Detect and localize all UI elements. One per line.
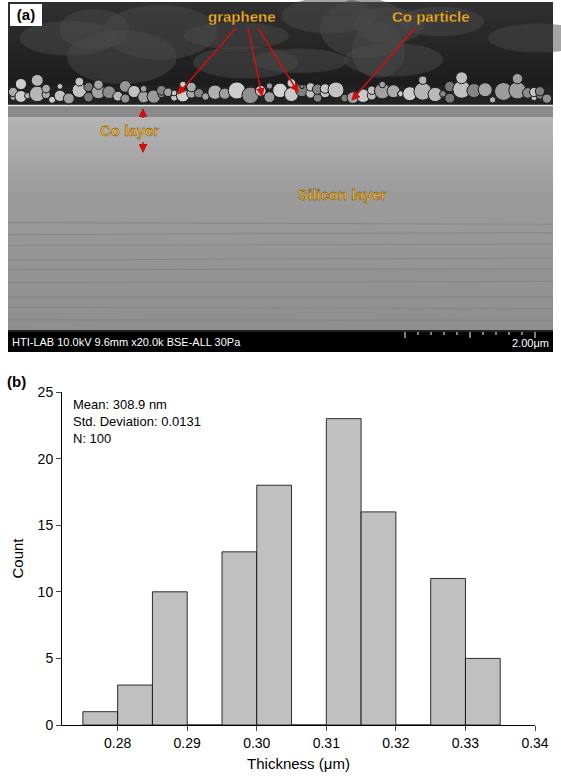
svg-text:0: 0 <box>45 717 53 733</box>
svg-text:0.28: 0.28 <box>104 735 131 751</box>
svg-text:0.33: 0.33 <box>452 735 479 751</box>
svg-text:0.29: 0.29 <box>174 735 201 751</box>
svg-text:25: 25 <box>38 384 54 400</box>
svg-text:0.34: 0.34 <box>521 735 548 751</box>
svg-text:0.32: 0.32 <box>382 735 409 751</box>
svg-text:15: 15 <box>38 517 54 533</box>
svg-text:Thickness (μm): Thickness (μm) <box>247 755 350 772</box>
svg-text:0.30: 0.30 <box>243 735 270 751</box>
svg-text:5: 5 <box>45 650 53 666</box>
svg-text:10: 10 <box>38 584 54 600</box>
svg-text:(a): (a) <box>17 6 35 23</box>
svg-text:Co particle: Co particle <box>392 8 470 25</box>
svg-text:0.31: 0.31 <box>313 735 340 751</box>
svg-text:Silicon layer: Silicon layer <box>298 186 387 203</box>
svg-text:graphene: graphene <box>208 8 276 25</box>
svg-text:Co layer: Co layer <box>100 122 159 139</box>
svg-text:HTI-LAB 10.0kV 9.6mm x20.0k BS: HTI-LAB 10.0kV 9.6mm x20.0k BSE-ALL 30Pa <box>12 336 241 348</box>
svg-text:2.00μm: 2.00μm <box>512 337 549 349</box>
svg-text:Count: Count <box>9 538 26 579</box>
svg-text:Mean: 308.9 nmStd. Deviation:: Mean: 308.9 nmStd. Deviation: 0.0131N: 1… <box>73 397 201 446</box>
svg-text:(b): (b) <box>7 373 26 390</box>
svg-text:20: 20 <box>38 451 54 467</box>
